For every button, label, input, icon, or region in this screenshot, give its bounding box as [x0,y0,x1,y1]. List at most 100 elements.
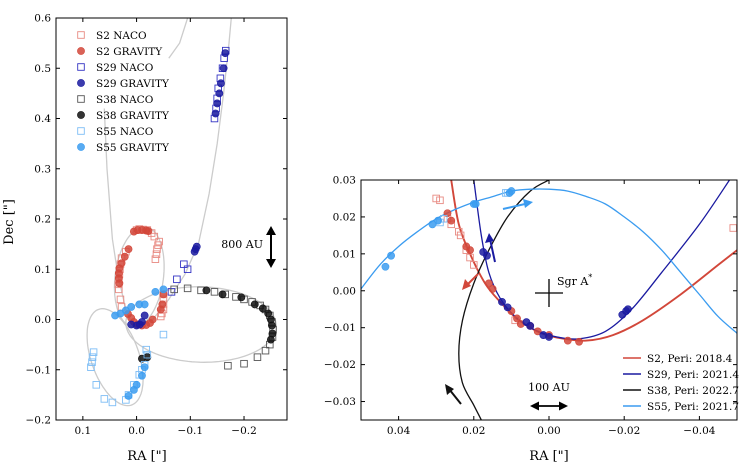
left-data-point [240,359,248,368]
left-legend-label: S38 NACO [96,94,154,106]
left-scale-arrowhead-down [266,259,276,268]
right-series-s29-gravity [479,248,632,341]
left-legend-marker [77,47,85,55]
left-data-point [108,398,117,407]
left-legend-marker [77,95,85,103]
left-data-point [152,250,161,258]
left-data-point [88,353,97,361]
right-data-point [434,216,442,225]
right-scale-label: 100 AU [528,381,570,394]
right-data-point [484,279,493,288]
left-series-s38-gravity [138,286,277,363]
left-data-point [116,295,125,304]
right-data-point [381,262,390,271]
right-data-point [456,231,465,240]
left-y-tick-label: −0.1 [26,364,52,376]
left-data-point [142,345,151,354]
left-y-tick-label: 0.4 [34,113,51,125]
right-data-point [624,305,632,314]
left-y-tick-label: 0.0 [34,314,51,326]
right-data-point [507,187,516,195]
left-y-tick-label: 0.3 [34,163,51,175]
s38-direction-arrowhead [445,384,454,395]
right-data-point [466,246,474,255]
right-y-tick-label: 0.00 [333,285,356,297]
left-data-point [143,350,152,359]
left-data-point [250,300,259,309]
right-x-tick-label: 0.02 [462,425,485,437]
left-data-point [156,305,165,314]
right-data-point [432,194,440,203]
right-legend-label: S2, Peri: 2018.4 [647,353,733,365]
left-legend-label: S29 GRAVITY [96,78,170,90]
left-data-point [121,306,130,315]
right-data-point [545,333,553,341]
right-data-point [513,314,521,323]
right-y-tick-label: 0.02 [333,211,356,223]
right-data-point [471,200,480,208]
left-y-tick-label: 0.5 [34,63,51,75]
left-data-point [253,353,262,361]
left-data-point [88,358,96,366]
right-data-point [428,220,437,229]
left-legend-marker [77,79,85,87]
left-data-point [140,300,149,309]
left-data-point [268,321,276,330]
right-series-s2-naco [432,194,737,325]
right-scale-arrowhead-left [530,401,539,411]
right-y-tick-label: 0.03 [333,175,356,187]
left-legend-label: S38 GRAVITY [96,110,170,122]
left-data-point [92,381,101,389]
left-x-axis-label: RA ["] [127,449,166,464]
left-data-point [190,247,199,256]
left-legend-marker [77,31,85,39]
left-data-point [100,395,109,403]
right-x-tick-label: −0.04 [683,425,715,437]
left-data-point [138,371,146,380]
left-data-point [151,287,160,296]
left-data-point [183,265,192,274]
right-x-axis-label: RA ["] [529,449,568,464]
right-data-point [563,336,572,345]
left-x-tick-label: −0.2 [231,425,257,437]
left-data-point [115,279,124,288]
s2-direction-arrowhead [462,279,471,290]
left-y-tick-label: 0.2 [34,214,51,226]
left-series-s55-gravity [111,285,168,400]
left-y-tick-label: −0.2 [26,415,52,427]
left-y-axis-label: Dec ["] [2,199,17,245]
right-data-point [498,297,506,306]
left-data-point [148,315,157,324]
right-data-point [483,251,491,260]
left-data-point [167,288,176,296]
right-x-tick-label: 0.00 [537,425,560,437]
left-scale-label: 800 AU [221,238,263,251]
left-data-point [210,288,219,296]
left-data-point [159,285,168,294]
left-legend-label: S55 GRAVITY [96,142,170,154]
left-data-point [180,260,188,268]
s55-direction-arrowhead [523,199,533,208]
s2-orbit-curve-top [168,18,189,59]
left-data-point [170,285,178,294]
right-y-tick-label: −0.01 [324,322,356,334]
left-data-point [224,361,232,370]
left-series-s29-gravity [127,49,230,330]
right-legend-label: S38, Peri: 2022.7 [647,385,739,397]
right-data-point [387,251,395,260]
sgr-a-marker: Sgr A* [535,273,592,307]
left-data-point [218,290,227,299]
left-data-point [237,293,246,302]
right-data-point [488,285,497,293]
left-data-point [258,304,267,313]
left-series-s55-naco [87,330,168,407]
left-data-point [183,284,192,293]
left-data-point [120,252,129,261]
left-data-point [124,245,133,254]
left-data-point [221,49,230,58]
right-x-tick-label: −0.02 [608,425,640,437]
right-scale-bar: 100 AU [528,381,570,411]
direction-arrows [445,199,533,405]
sgr-a-superscript: * [588,273,592,282]
